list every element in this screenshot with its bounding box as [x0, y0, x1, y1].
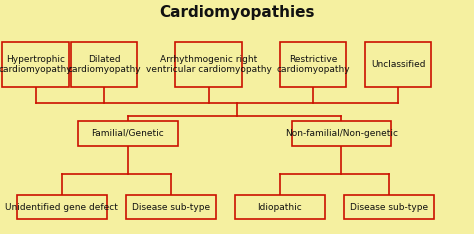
FancyBboxPatch shape — [280, 41, 346, 87]
FancyBboxPatch shape — [344, 195, 434, 219]
FancyBboxPatch shape — [78, 121, 178, 146]
FancyBboxPatch shape — [17, 195, 107, 219]
Text: Disease sub-type: Disease sub-type — [132, 203, 210, 212]
FancyBboxPatch shape — [365, 41, 431, 87]
Text: Hypertrophic
cardiomyopathy: Hypertrophic cardiomyopathy — [0, 55, 73, 74]
Text: Dilated
cardiomyopathy: Dilated cardiomyopathy — [67, 55, 141, 74]
Text: Disease sub-type: Disease sub-type — [350, 203, 428, 212]
Text: Familial/Genetic: Familial/Genetic — [91, 129, 164, 138]
FancyBboxPatch shape — [292, 121, 391, 146]
Text: Idiopathic: Idiopathic — [257, 203, 302, 212]
FancyBboxPatch shape — [2, 41, 69, 87]
Text: Unclassified: Unclassified — [371, 60, 425, 69]
FancyBboxPatch shape — [175, 41, 242, 87]
FancyBboxPatch shape — [126, 195, 216, 219]
Text: Non-familial/Non-genetic: Non-familial/Non-genetic — [285, 129, 398, 138]
FancyBboxPatch shape — [71, 41, 137, 87]
Text: Cardiomyopathies: Cardiomyopathies — [159, 5, 315, 20]
FancyBboxPatch shape — [235, 195, 325, 219]
Text: Unidentified gene defect: Unidentified gene defect — [5, 203, 118, 212]
Text: Restrictive
cardiomyopathy: Restrictive cardiomyopathy — [276, 55, 350, 74]
Text: Arrhythmogenic right
ventricular cardiomyopathy: Arrhythmogenic right ventricular cardiom… — [146, 55, 272, 74]
